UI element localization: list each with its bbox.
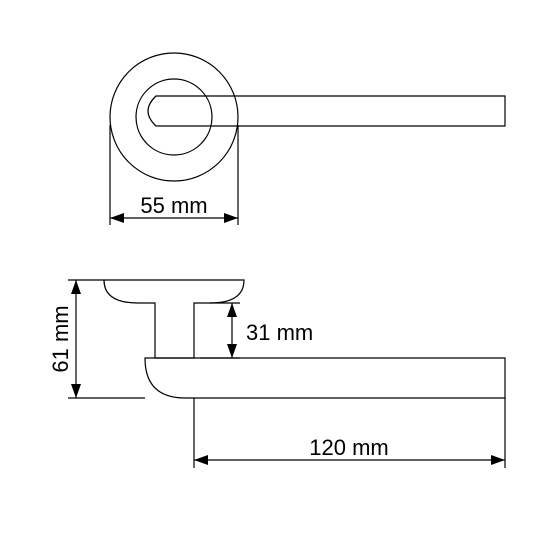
dim-label-120: 120 mm [309, 435, 388, 460]
arrow-31-top [227, 303, 237, 317]
rose-inner-circle [136, 79, 212, 155]
arrow-55-left [110, 213, 124, 223]
arrow-61-top [71, 280, 81, 294]
lever-top-view [148, 96, 505, 126]
technical-drawing: 55 mm 61 mm 31 mm 120 mm [0, 0, 551, 551]
arrow-55-right [224, 213, 238, 223]
rose-outer-circle [110, 53, 238, 181]
dim-label-31: 31 mm [246, 320, 313, 345]
arrow-31-bot [227, 344, 237, 358]
lever-side-profile [145, 358, 505, 398]
dim-label-55: 55 mm [140, 193, 207, 218]
dim-label-61: 61 mm [48, 305, 73, 372]
arrow-120-right [491, 455, 505, 465]
arrow-120-left [194, 455, 208, 465]
arrow-61-bot [71, 384, 81, 398]
rose-side-profile [104, 280, 244, 358]
